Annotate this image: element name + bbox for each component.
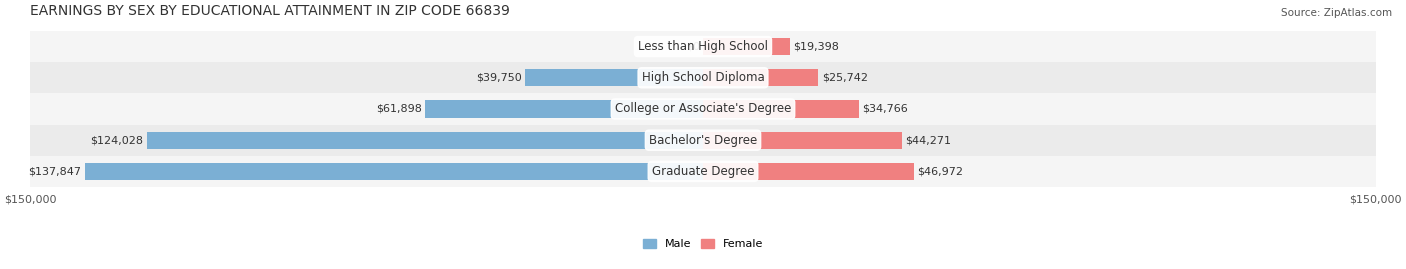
Text: $46,972: $46,972: [917, 167, 963, 176]
Text: College or Associate's Degree: College or Associate's Degree: [614, 102, 792, 115]
Legend: Male, Female: Male, Female: [643, 239, 763, 249]
Bar: [146, 132, 703, 149]
Text: Source: ZipAtlas.com: Source: ZipAtlas.com: [1281, 8, 1392, 18]
Bar: [31, 31, 1375, 62]
Text: $61,898: $61,898: [377, 104, 422, 114]
Bar: [703, 163, 914, 180]
Text: $39,750: $39,750: [475, 73, 522, 83]
Text: Less than High School: Less than High School: [638, 40, 768, 53]
Text: $0: $0: [686, 42, 700, 52]
Bar: [703, 100, 859, 118]
Text: Bachelor's Degree: Bachelor's Degree: [650, 134, 756, 147]
Bar: [703, 69, 818, 86]
Text: Graduate Degree: Graduate Degree: [652, 165, 754, 178]
Text: $19,398: $19,398: [793, 42, 839, 52]
Text: High School Diploma: High School Diploma: [641, 71, 765, 84]
Bar: [703, 38, 790, 55]
Text: $124,028: $124,028: [90, 135, 143, 145]
Text: $44,271: $44,271: [905, 135, 950, 145]
Bar: [426, 100, 703, 118]
Bar: [84, 163, 703, 180]
Bar: [524, 69, 703, 86]
Text: $34,766: $34,766: [862, 104, 908, 114]
Bar: [31, 156, 1375, 187]
Text: $137,847: $137,847: [28, 167, 82, 176]
Bar: [31, 62, 1375, 93]
Text: EARNINGS BY SEX BY EDUCATIONAL ATTAINMENT IN ZIP CODE 66839: EARNINGS BY SEX BY EDUCATIONAL ATTAINMEN…: [31, 4, 510, 18]
Text: $25,742: $25,742: [821, 73, 868, 83]
Bar: [31, 125, 1375, 156]
Bar: [31, 93, 1375, 125]
Bar: [703, 132, 901, 149]
